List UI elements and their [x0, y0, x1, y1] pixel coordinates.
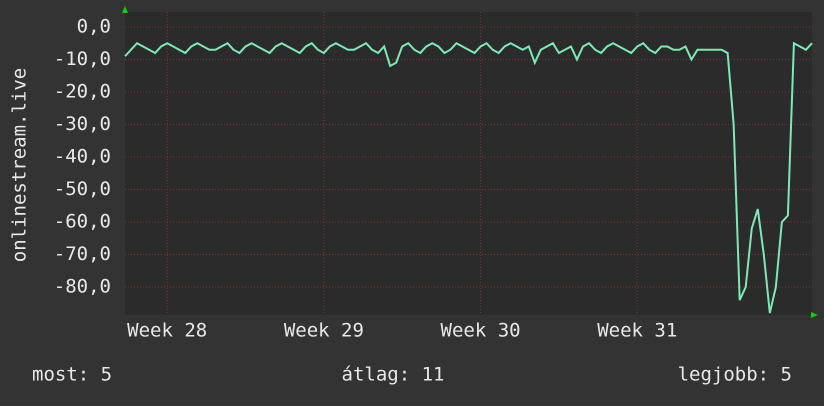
x-tick-label: Week 31	[597, 320, 677, 342]
y-tick-label: -40,0	[54, 145, 111, 167]
y-tick-label: 0,0	[77, 15, 111, 37]
y-axis-label: onlinestream.live	[9, 68, 31, 262]
x-tick-label: Week 30	[441, 320, 521, 342]
series-line	[124, 41, 813, 314]
y-tick-label: -20,0	[54, 80, 111, 102]
x-tick-label: Week 29	[284, 320, 364, 342]
y-tick-label: -60,0	[54, 211, 111, 233]
axis-arrow	[122, 6, 128, 13]
footer-average: átlag: 11	[342, 364, 445, 386]
y-tick-label: -30,0	[54, 113, 111, 135]
y-tick-label: -80,0	[54, 276, 111, 298]
axis-arrow	[811, 312, 818, 318]
x-tick-label: Week 28	[127, 320, 207, 342]
y-tick-label: -10,0	[54, 48, 111, 70]
y-tick-label: -50,0	[54, 178, 111, 200]
footer-best: legjobb: 5	[678, 364, 792, 386]
y-tick-label: -70,0	[54, 243, 111, 265]
plot-area	[125, 12, 812, 315]
footer-current: most: 5	[32, 364, 112, 386]
